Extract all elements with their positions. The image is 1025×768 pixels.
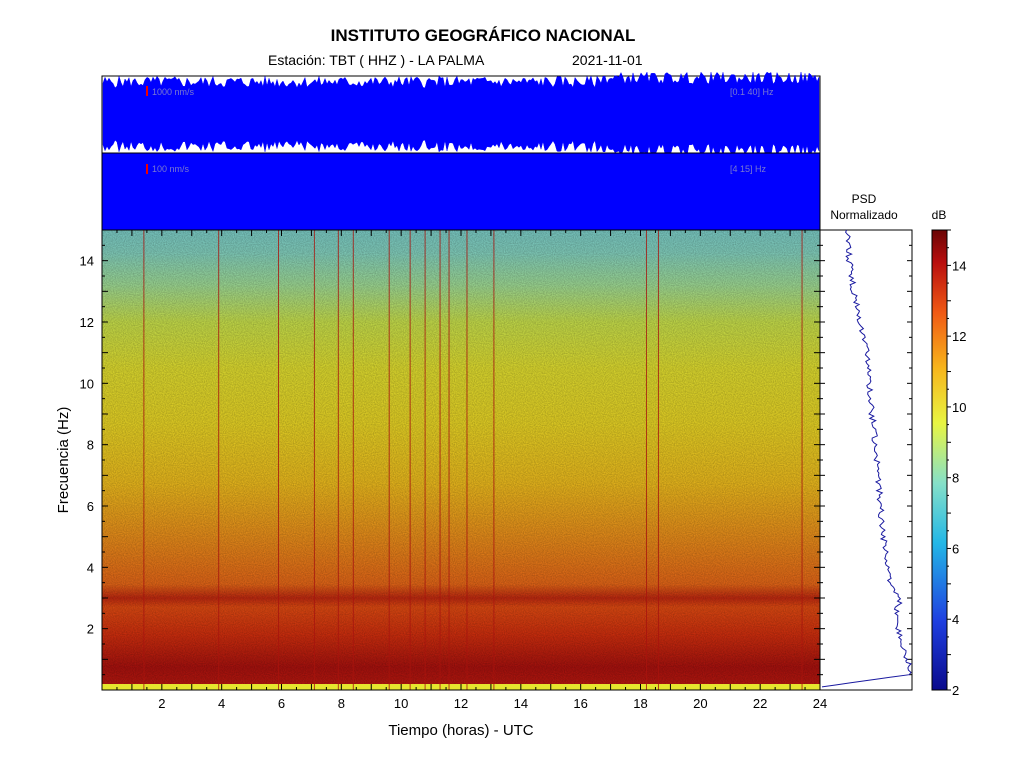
x-tick-label: 24 <box>813 696 827 711</box>
x-tick-label: 6 <box>278 696 285 711</box>
x-tick-label: 8 <box>338 696 345 711</box>
x-tick-label: 14 <box>514 696 528 711</box>
colorbar-tick-label: 6 <box>952 541 959 556</box>
x-tick-label: 2 <box>158 696 165 711</box>
trace-scale-bar <box>146 86 148 96</box>
colorbar-tick-label: 4 <box>952 612 959 627</box>
psd-subtitle: Normalizado <box>830 208 898 222</box>
x-tick-label: 4 <box>218 696 225 711</box>
trace-scale-bar <box>146 164 148 174</box>
trace-band-label: [0.1 40] Hz <box>730 87 774 97</box>
x-tick-label: 18 <box>633 696 647 711</box>
x-tick-label: 20 <box>693 696 707 711</box>
colorbar-tick-label: 8 <box>952 471 959 486</box>
colorbar-tick-label: 10 <box>952 400 966 415</box>
y-tick-label: 8 <box>87 438 94 453</box>
colorbar-tick-label: 14 <box>952 258 966 273</box>
spectrogram-noise <box>102 230 820 690</box>
y-tick-label: 2 <box>87 622 94 637</box>
psd-title: PSD <box>852 192 877 206</box>
colorbar: dB 2 4 6 8 10 12 14 <box>931 208 966 698</box>
y-tick-label: 6 <box>87 499 94 514</box>
trace-scale-label: 1000 nm/s <box>152 87 195 97</box>
station-label: Estación: TBT ( HHZ ) - LA PALMA <box>268 52 485 68</box>
broadband-waveform <box>102 71 820 157</box>
psd-panel: PSD Normalizado <box>819 192 913 691</box>
y-tick-label: 10 <box>80 376 94 391</box>
trace-band-label: [4 15] Hz <box>730 164 767 174</box>
x-tick-label: 10 <box>394 696 408 711</box>
x-tick-label: 22 <box>753 696 767 711</box>
x-tick-label: 12 <box>454 696 468 711</box>
psd-curve <box>821 229 912 688</box>
date-label: 2021-11-01 <box>572 52 643 68</box>
trace-scale-label: 100 nm/s <box>152 164 190 174</box>
y-tick-label: 14 <box>80 254 94 269</box>
colorbar-tick-label: 2 <box>952 683 959 698</box>
y-axis-label: Frecuencia (Hz) <box>55 407 72 514</box>
y-tick-label: 12 <box>80 315 94 330</box>
colorbar-tick-label: 12 <box>952 329 966 344</box>
x-tick-label: 16 <box>573 696 587 711</box>
chart-title: INSTITUTO GEOGRÁFICO NACIONAL <box>330 26 636 45</box>
colorbar-unit: dB <box>932 208 947 222</box>
x-axis-label: Tiempo (horas) - UTC <box>388 722 533 739</box>
colorbar-gradient <box>931 229 948 691</box>
trace-panel-filtered: 100 nm/s [4 15] Hz <box>101 152 821 231</box>
trace-panel-broadband: 1000 nm/s [0.1 40] Hz <box>101 71 821 157</box>
y-tick-label: 4 <box>87 560 94 575</box>
